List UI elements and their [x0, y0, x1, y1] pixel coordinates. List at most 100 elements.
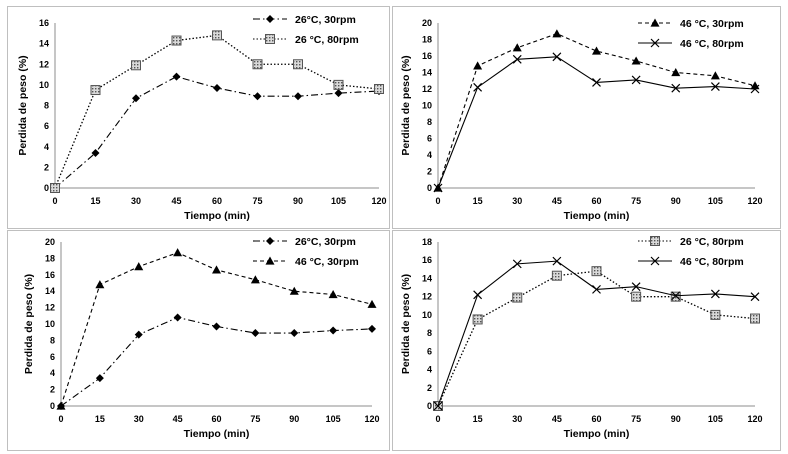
square-marker	[591, 266, 602, 277]
x-marker	[671, 291, 681, 301]
triangle-marker	[250, 275, 260, 284]
x-tick-label: 0	[52, 196, 57, 206]
series-1	[51, 72, 383, 192]
y-tick-label: 6	[427, 346, 432, 356]
x-tick-label: 105	[708, 196, 723, 206]
y-axis-title: Perdida de peso (%)	[400, 55, 412, 155]
x-marker	[433, 401, 443, 411]
square-marker	[750, 313, 760, 324]
legend-label: 26°C, 30rpm	[295, 14, 356, 26]
x-tick-label: 30	[512, 196, 522, 206]
x-tick-label: 60	[591, 196, 601, 206]
chart-panel-26c-30-80rpm: 0 2 4 6 8 10 12 14 16 0 15 30 45 60 75 90 105 120 Tiempo (…	[7, 6, 390, 229]
y-tick-label: 4	[427, 365, 432, 375]
series-line	[60, 316, 373, 407]
legend-label: 46 °C, 30rpm	[295, 256, 359, 268]
square-marker	[512, 292, 523, 303]
triangle-marker	[552, 29, 562, 38]
y-tick-label: 18	[422, 237, 432, 247]
legend-label: 26 °C, 80rpm	[680, 236, 744, 248]
series-line	[54, 34, 380, 189]
x-axis-title: Tiempo (min)	[564, 428, 630, 440]
series-line	[437, 260, 756, 407]
y-tick-label: 0	[427, 401, 432, 411]
x-marker	[650, 38, 660, 48]
series-line	[437, 56, 756, 189]
x-tick-label: 90	[671, 196, 681, 206]
square-marker	[252, 59, 263, 70]
y-axis-title: Perdida de peso (%)	[23, 274, 35, 374]
y-tick-label: 4	[427, 150, 432, 160]
x-marker	[631, 282, 641, 292]
x-tick-label: 75	[631, 196, 641, 206]
x-tick-label: 90	[671, 414, 681, 424]
square-marker	[670, 291, 681, 302]
legend-label: 26 °C, 80rpm	[295, 34, 359, 46]
y-tick-label: 14	[422, 68, 432, 78]
x-tick-label: 75	[250, 414, 260, 424]
legend-entry: 46 °C, 80rpm	[638, 256, 744, 268]
square-marker	[650, 236, 660, 246]
x-marker	[473, 290, 483, 300]
diamond-marker	[334, 89, 343, 98]
triangle-marker	[473, 61, 483, 70]
series-2	[56, 248, 377, 410]
x-marker	[671, 83, 681, 93]
diamond-marker	[91, 148, 100, 157]
chart-panel-46c-30-80rpm: 0 2 4 6 8 10 12 14 16 18 20 0 15 30 45 60 75 90 105 120 Tiem…	[392, 6, 781, 229]
x-marker	[473, 82, 483, 92]
square-marker	[90, 85, 101, 96]
triangle-marker	[173, 248, 183, 257]
y-tick-label: 12	[39, 59, 49, 69]
diamond-marker	[173, 313, 182, 322]
x-marker	[710, 289, 720, 299]
triangle-marker	[367, 299, 377, 308]
y-tick-label: 2	[427, 167, 432, 177]
x-marker	[750, 292, 760, 302]
triangle-marker	[710, 71, 720, 80]
y-tick-label: 0	[44, 183, 49, 193]
diamond-marker	[132, 94, 140, 103]
diamond-marker	[251, 329, 260, 338]
square-marker	[551, 270, 562, 281]
chart-panel-30rpm-26-46c: 0 2 4 6 8 10 12 14 16 18 20 0 15 30 45 60 75 90 105 120 Tiem…	[7, 230, 390, 451]
series-line	[54, 76, 380, 189]
x-axis-title: Tiempo (min)	[184, 428, 250, 440]
legend-label: 46 °C, 80rpm	[680, 38, 744, 50]
line-chart-1: 0 2 4 6 8 10 12 14 16 0 15 30 45 60 75 90 105 120 Tiempo (…	[17, 14, 387, 222]
x-tick-label: 45	[552, 414, 562, 424]
triangle-marker	[289, 286, 299, 295]
y-tick-label: 18	[422, 35, 432, 45]
x-tick-label: 60	[591, 414, 601, 424]
x-tick-label: 120	[747, 414, 762, 424]
y-tick-label: 14	[422, 273, 432, 283]
y-axis-title: Perdida de peso (%)	[400, 274, 412, 374]
triangle-marker	[134, 262, 144, 271]
x-tick-label: 15	[473, 196, 483, 206]
y-tick-label: 10	[45, 319, 55, 329]
x-tick-label: 15	[95, 414, 105, 424]
line-chart-4: 0 2 4 6 8 10 12 14 16 18 0 15 30 45 60 75 90 105 120 Tiempo…	[400, 236, 763, 440]
series-line	[437, 270, 756, 407]
diamond-marker	[134, 330, 143, 339]
x-tick-label: 30	[512, 414, 522, 424]
x-tick-label: 120	[747, 196, 762, 206]
y-tick-label: 6	[50, 352, 55, 362]
y-tick-label: 6	[427, 134, 432, 144]
y-tick-label: 8	[427, 328, 432, 338]
x-marker	[512, 259, 522, 269]
triangle-marker	[592, 46, 601, 55]
diamond-marker	[266, 237, 274, 245]
y-tick-label: 16	[422, 51, 432, 61]
square-marker	[631, 291, 642, 302]
x-tick-label: 45	[173, 414, 183, 424]
legend-label: 26°C, 30rpm	[295, 236, 356, 248]
square-marker	[710, 309, 721, 320]
x-tick-label: 90	[293, 196, 303, 206]
chart-panel-80rpm-26-46c: 0 2 4 6 8 10 12 14 16 18 0 15 30 45 60 75 90 105 120 Tiempo…	[392, 230, 781, 451]
triangle-marker	[512, 43, 522, 52]
legend-entry: 46 °C, 80rpm	[638, 38, 744, 50]
x-axis-title: Tiempo (min)	[184, 210, 250, 222]
x-tick-label: 15	[90, 196, 100, 206]
x-tick-label: 45	[171, 196, 181, 206]
